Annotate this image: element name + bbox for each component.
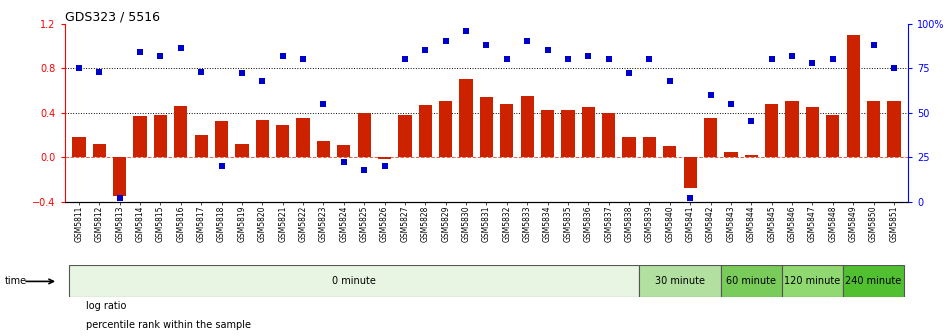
Bar: [745, 155, 758, 157]
Point: [825, 56, 841, 62]
Bar: [113, 157, 126, 196]
Point: [724, 101, 739, 107]
Bar: [843, 265, 904, 297]
Point: [805, 60, 820, 66]
Bar: [317, 141, 330, 157]
Point: [478, 42, 495, 48]
Bar: [623, 137, 635, 157]
Bar: [215, 121, 228, 157]
Bar: [439, 101, 453, 157]
Text: GDS323 / 5516: GDS323 / 5516: [65, 10, 160, 23]
Point: [337, 160, 352, 165]
Point: [866, 42, 882, 48]
Bar: [256, 120, 269, 157]
Point: [417, 47, 433, 53]
Point: [234, 71, 249, 76]
Bar: [561, 110, 574, 157]
Point: [194, 69, 209, 74]
Bar: [643, 137, 656, 157]
Bar: [805, 107, 819, 157]
Point: [519, 39, 534, 44]
Point: [71, 65, 87, 71]
Bar: [786, 101, 799, 157]
Bar: [68, 265, 639, 297]
Point: [255, 78, 270, 83]
Point: [621, 71, 636, 76]
Point: [601, 56, 616, 62]
Text: 120 minute: 120 minute: [785, 277, 841, 286]
Bar: [826, 115, 840, 157]
Bar: [782, 265, 843, 297]
Bar: [133, 116, 146, 157]
Bar: [846, 35, 860, 157]
Point: [785, 53, 800, 58]
Bar: [154, 115, 167, 157]
Point: [132, 49, 147, 55]
Bar: [297, 118, 310, 157]
Point: [764, 56, 779, 62]
Point: [703, 92, 718, 97]
Bar: [174, 106, 187, 157]
Bar: [459, 79, 473, 157]
Text: 60 minute: 60 minute: [727, 277, 776, 286]
Bar: [92, 144, 106, 157]
Bar: [358, 113, 371, 157]
Bar: [195, 135, 208, 157]
Point: [744, 119, 759, 124]
Bar: [480, 97, 493, 157]
Point: [499, 56, 514, 62]
Bar: [276, 125, 289, 157]
Bar: [520, 96, 534, 157]
Point: [398, 56, 413, 62]
Point: [153, 53, 168, 58]
Point: [458, 28, 474, 33]
Bar: [704, 118, 717, 157]
Bar: [541, 110, 554, 157]
Bar: [338, 145, 350, 157]
Point: [173, 46, 188, 51]
Point: [377, 163, 392, 169]
Point: [540, 47, 555, 53]
Point: [581, 53, 596, 58]
Point: [275, 53, 290, 58]
Point: [642, 56, 657, 62]
Bar: [602, 113, 615, 157]
Text: 240 minute: 240 minute: [845, 277, 902, 286]
Bar: [500, 103, 514, 157]
Bar: [663, 146, 676, 157]
Bar: [765, 103, 778, 157]
Bar: [398, 115, 412, 157]
Bar: [418, 105, 432, 157]
Text: 30 minute: 30 minute: [655, 277, 705, 286]
Bar: [684, 157, 697, 188]
Bar: [378, 157, 391, 159]
Bar: [867, 101, 881, 157]
Bar: [639, 265, 721, 297]
Point: [112, 195, 127, 201]
Text: log ratio: log ratio: [86, 301, 126, 311]
Point: [662, 78, 677, 83]
Bar: [235, 144, 248, 157]
Point: [214, 163, 229, 169]
Point: [560, 56, 575, 62]
Bar: [721, 265, 782, 297]
Point: [91, 69, 107, 74]
Text: time: time: [5, 277, 27, 286]
Point: [438, 39, 454, 44]
Bar: [72, 137, 86, 157]
Point: [845, 12, 861, 17]
Point: [296, 56, 311, 62]
Point: [886, 65, 902, 71]
Text: percentile rank within the sample: percentile rank within the sample: [86, 320, 251, 330]
Point: [683, 195, 698, 201]
Bar: [725, 152, 738, 157]
Bar: [887, 101, 901, 157]
Point: [357, 167, 372, 172]
Bar: [582, 107, 595, 157]
Text: 0 minute: 0 minute: [332, 277, 376, 286]
Point: [316, 101, 331, 107]
